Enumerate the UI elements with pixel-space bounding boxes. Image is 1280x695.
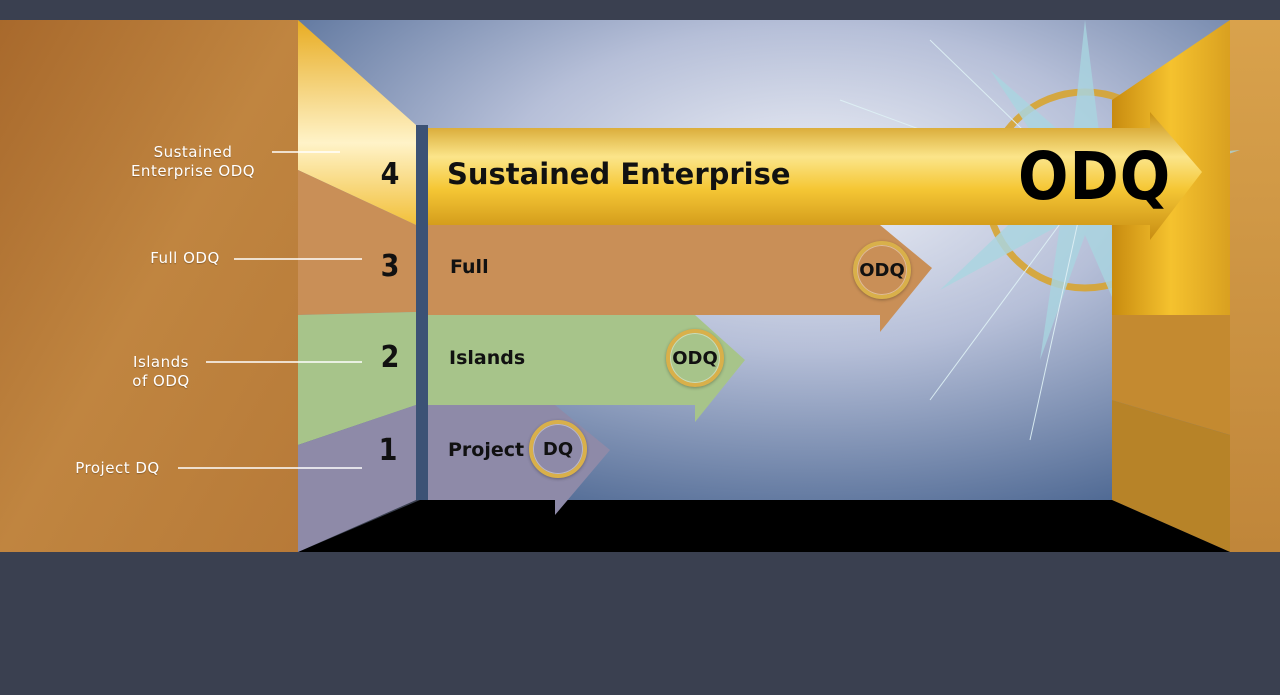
- diagram-stage: Sustained Enterprise ODQ Full ODQ Island…: [0, 20, 1280, 552]
- badge-odq-3: ODQ: [853, 241, 911, 299]
- side-label-2: Islands of ODQ: [132, 353, 190, 390]
- band-2-arrow: [428, 315, 745, 422]
- band-4-odq: ODQ: [1018, 138, 1172, 215]
- band-label-3: Full: [450, 256, 489, 278]
- leader-line-3: [234, 258, 362, 260]
- side-label-1: Project DQ: [75, 459, 160, 477]
- level-number-1: 1: [378, 433, 398, 468]
- level-number-4: 4: [380, 157, 400, 192]
- band-label-2: Islands: [449, 347, 526, 369]
- band-3-arrow: [428, 225, 932, 332]
- side-label-3: Full ODQ: [150, 249, 220, 267]
- leader-line-4: [272, 151, 340, 153]
- leader-line-2: [206, 361, 362, 363]
- level-number-2: 2: [380, 340, 400, 375]
- badge-dq-1: DQ: [529, 420, 587, 478]
- badge-odq-2: ODQ: [666, 329, 724, 387]
- band-label-1: Project: [448, 439, 525, 461]
- room-graphic: [0, 20, 1280, 552]
- side-label-4: Sustained Enterprise ODQ: [130, 143, 256, 180]
- band-4-arrow: [428, 112, 1202, 240]
- band-label-4: Sustained Enterprise: [447, 157, 791, 191]
- leader-line-1: [178, 467, 362, 469]
- level-number-3: 3: [380, 249, 400, 284]
